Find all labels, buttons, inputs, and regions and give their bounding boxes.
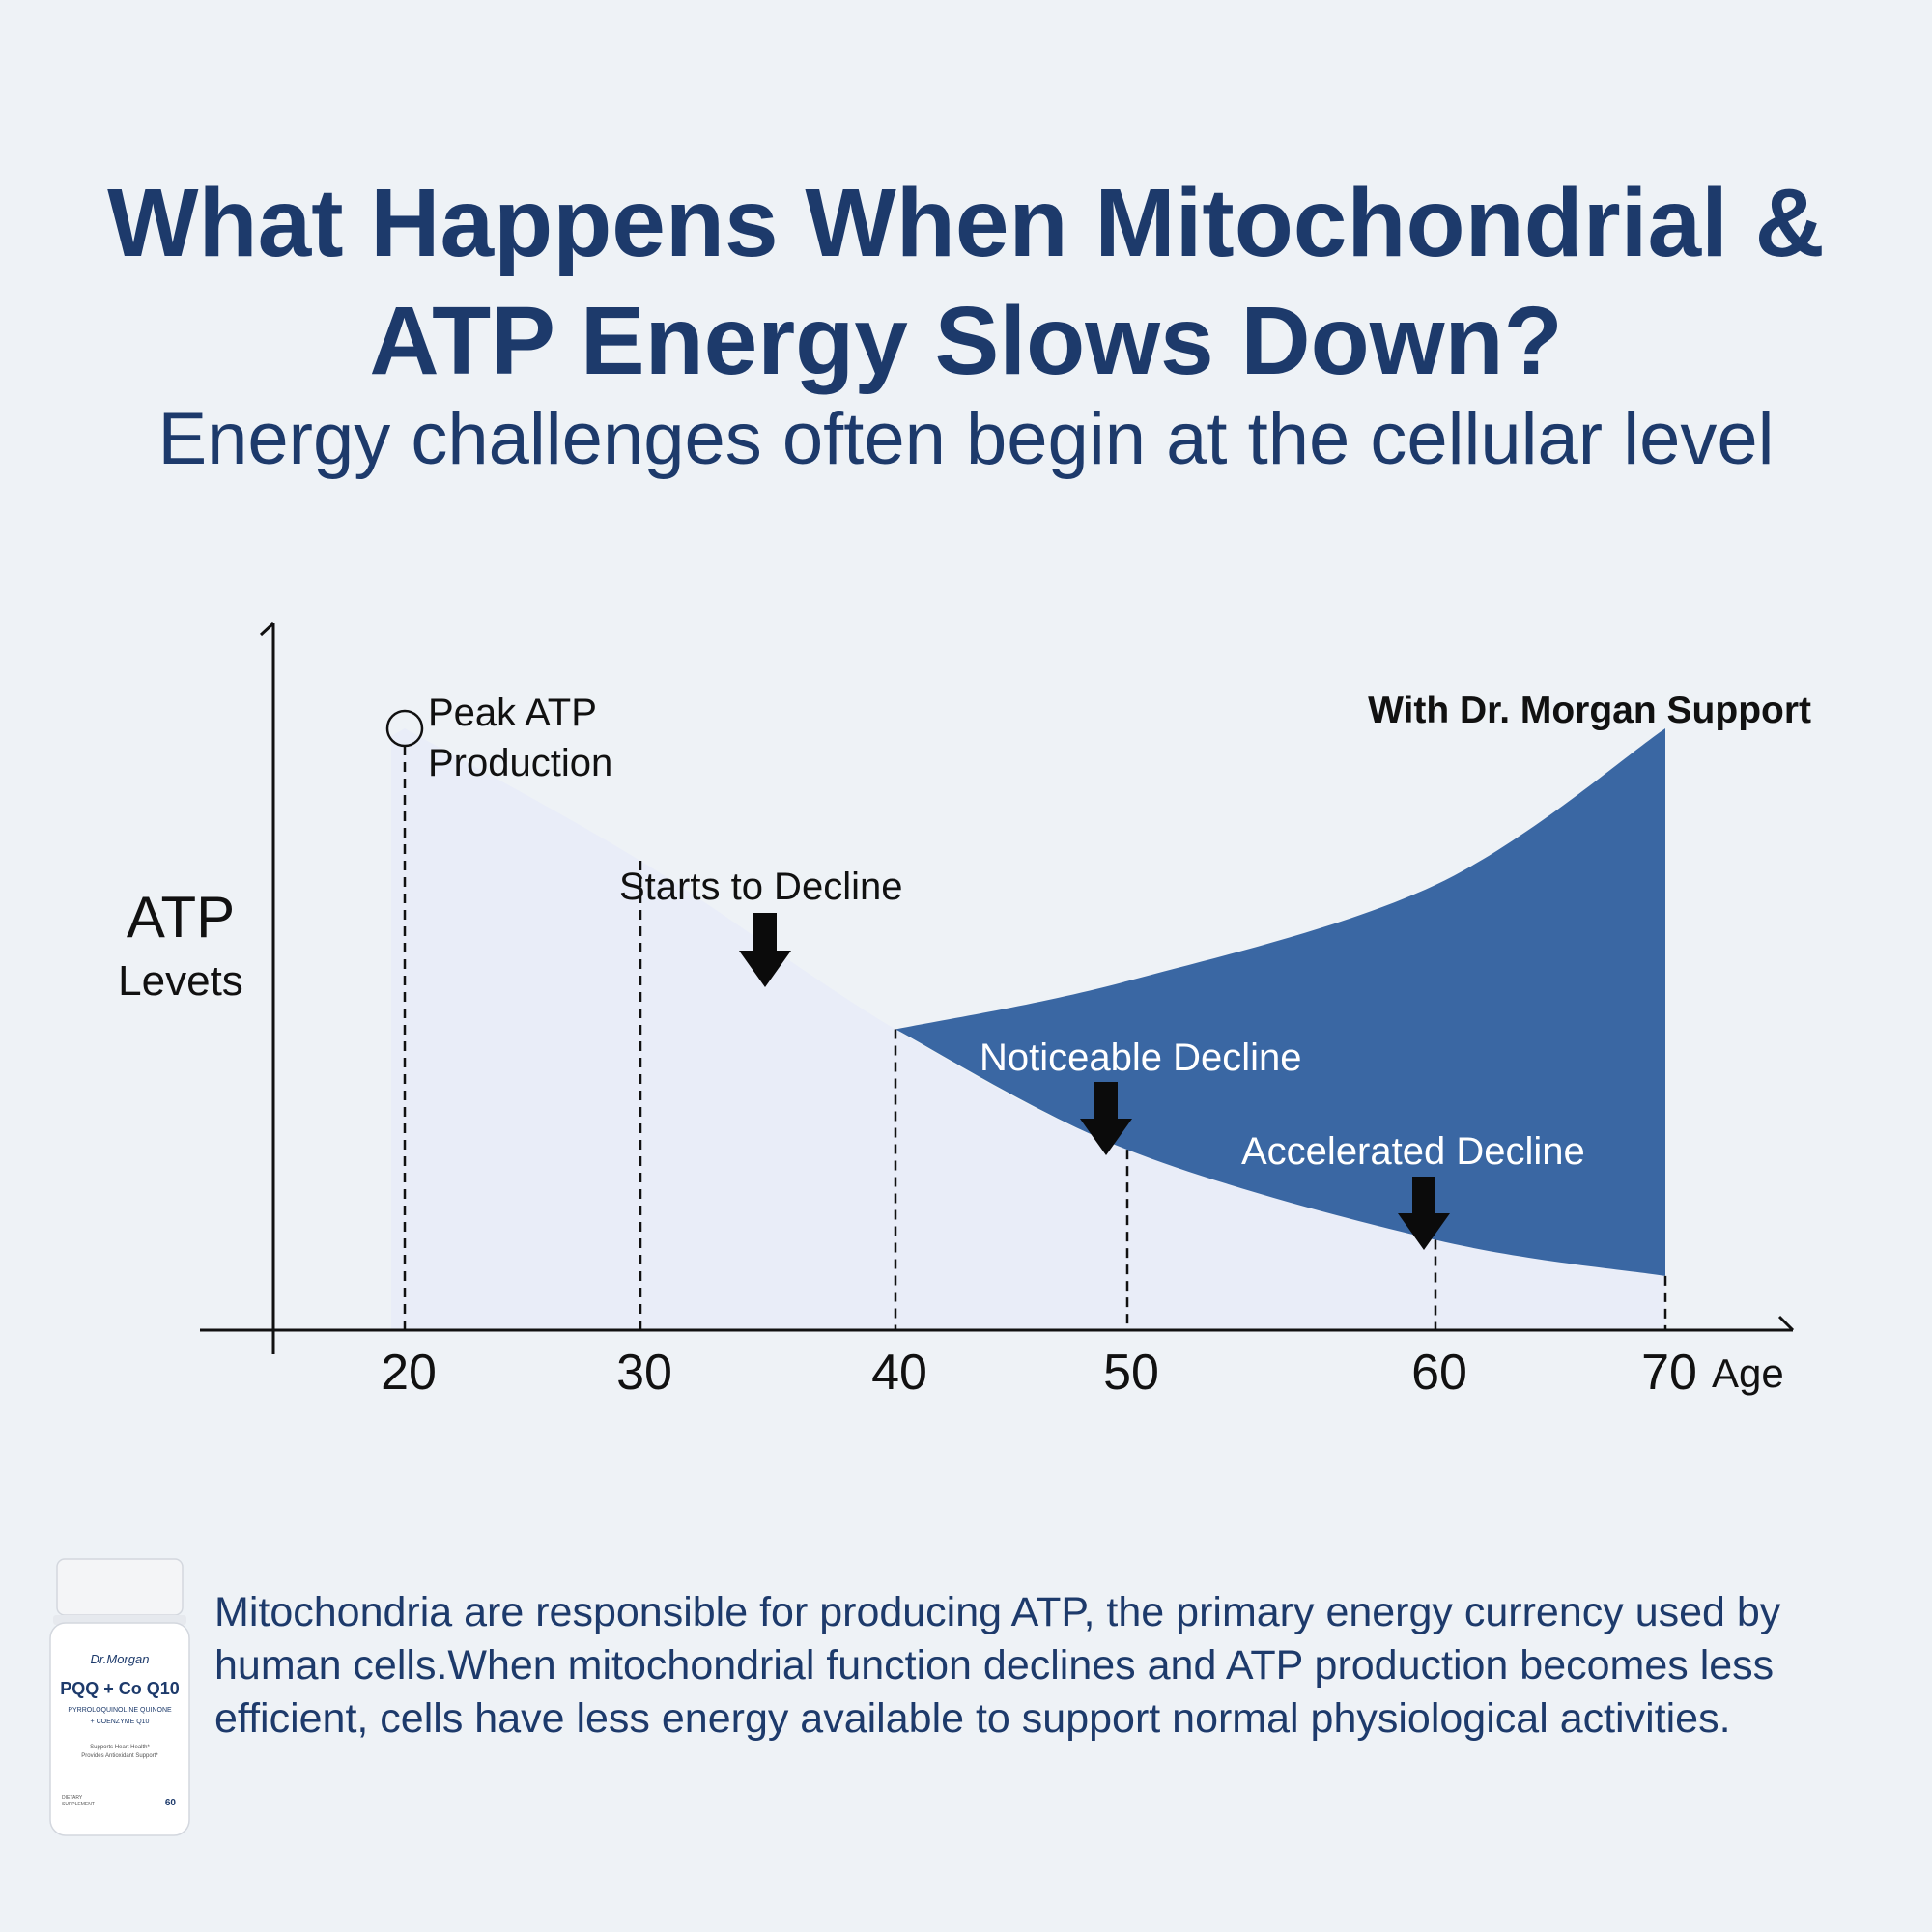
bottle-line2: + COENZYME Q10 [91,1719,150,1725]
bottle-cap [56,1558,184,1616]
page-title: What Happens When Mitochondrial & ATP En… [0,164,1932,400]
bottle-line1: PYRROLOQUINOLINE QUINONE [68,1707,172,1714]
x-axis-label: Age [1712,1350,1784,1396]
x-tick-label-30: 30 [616,1345,672,1401]
bottle-claim1: Supports Heart Health* [90,1745,150,1750]
series-label-support: With Dr. Morgan Support [1368,690,1811,731]
arrow-noticeable-decline [1080,1082,1132,1155]
bottle-body [49,1622,190,1836]
bottle-brand: Dr.Morgan [91,1652,150,1666]
annotation-starts-decline: Starts to Decline [619,866,902,908]
annotation-noticeable-decline: Noticeable Decline [980,1037,1302,1079]
annotation-accelerated-decline: Accelerated Decline [1241,1130,1585,1173]
arrow-accelerated-decline [1398,1177,1450,1250]
bottle-count: 60 [165,1798,177,1808]
x-tick-label-20: 20 [381,1345,437,1401]
y-axis-label-main: ATP [127,885,235,950]
decline-area [391,728,1665,1330]
bottle-product-name: PQQ + Co Q10 [60,1679,180,1698]
support-area [895,728,1665,1276]
x-tick-label-60: 60 [1411,1345,1467,1401]
x-tick-label-70: 70 [1641,1345,1697,1401]
title-line-2: ATP Energy Slows Down? [369,287,1563,395]
bottle-claim2: Provides Antioxidant Support* [81,1753,158,1759]
arrow-starts-decline [739,913,791,987]
y-axis-tick [259,621,275,637]
bottle-footer2: SUPPLEMENT [62,1802,95,1807]
y-axis-label-sub: Levets [118,957,243,1005]
annotation-peak-line2: Production [428,742,612,784]
description-text: Mitochondria are responsible for produci… [214,1589,1781,1742]
product-bottle: Dr.Morgan PQQ + Co Q10 PYRROLOQUINOLINE … [48,1557,191,1837]
title-line-1: What Happens When Mitochondrial & [107,169,1825,277]
peak-marker [385,709,424,748]
annotation-peak-line1: Peak ATP [428,692,597,734]
x-axis-arrow [1777,1315,1795,1332]
x-tick-label-50: 50 [1103,1345,1159,1401]
bottle-footer1: DIETARY [62,1795,83,1801]
page-subtitle: Energy challenges often begin at the cel… [157,398,1775,480]
x-tick-label-40: 40 [871,1345,927,1401]
